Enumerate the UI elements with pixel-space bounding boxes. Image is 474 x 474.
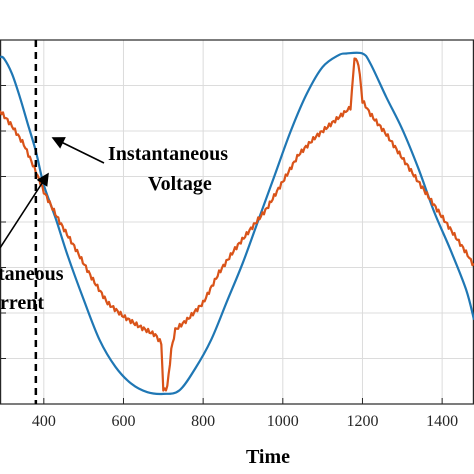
x-ticks: 400 600 800 1000 1200 1400 xyxy=(32,398,458,430)
grid xyxy=(0,40,474,404)
x-tick-label: 1000 xyxy=(267,413,299,430)
x-tick-label: 400 xyxy=(32,413,56,430)
current-annotation-arrow xyxy=(0,172,49,249)
voltage-annotation-line1: Instantaneous xyxy=(108,143,228,165)
voltage-series-line xyxy=(0,51,474,396)
x-tick-label: 1200 xyxy=(346,413,378,430)
x-tick-label: 1400 xyxy=(426,413,458,430)
current-annotation-line2: rrent xyxy=(0,292,44,314)
current-annotation-line1: taneous xyxy=(0,263,64,285)
x-axis-label: Time xyxy=(246,446,290,468)
x-tick-label: 600 xyxy=(111,413,135,430)
current-series-line xyxy=(0,57,474,392)
voltage-annotation-line2: Voltage xyxy=(148,173,212,195)
voltage-annotation-arrow xyxy=(51,137,105,164)
plot-frame xyxy=(0,39,474,405)
series-layer xyxy=(0,51,474,396)
x-tick-label: 800 xyxy=(191,413,215,430)
